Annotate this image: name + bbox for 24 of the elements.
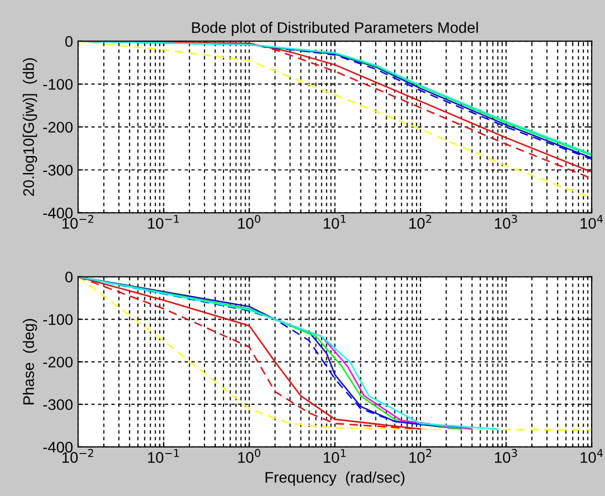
x-tick-label: 10$^{0}$ xyxy=(238,448,260,463)
y-axis-title: Phase (deg) xyxy=(22,319,38,404)
y-tick-label: 0 xyxy=(65,36,73,47)
x-tick-label: 10$^{2}$ xyxy=(409,214,432,229)
y-tick-label: -200 xyxy=(43,356,73,368)
x-tick-label: 10$^{2}$ xyxy=(409,448,432,463)
x-tick-label: 10$^{4}$ xyxy=(580,449,603,463)
y-tick-label: -100 xyxy=(43,314,73,325)
x-tick-label: 10$^{4}$ xyxy=(580,214,603,229)
x-tick-label: 10$^{3}$ xyxy=(495,448,517,463)
y-tick-label: -300 xyxy=(43,164,73,176)
chart-title: Bode plot of Distributed Parameters Model xyxy=(192,22,478,36)
x-tick-label: 10$^{−1}$ xyxy=(148,449,179,463)
x-tick-label: 10$^{1}$ xyxy=(324,449,346,463)
x-tick-label: 10$^{0}$ xyxy=(238,214,260,229)
x-tick-label: 10$^{3}$ xyxy=(495,214,517,229)
y-tick-label: -200 xyxy=(43,122,73,133)
x-axis-title: Frequency (rad/sec) xyxy=(266,472,404,486)
y-tick-label: -300 xyxy=(43,399,73,410)
x-tick-label: 10$^{−1}$ xyxy=(148,214,179,229)
y-tick-label: 0 xyxy=(65,272,73,282)
x-tick-label: 10$^{1}$ xyxy=(324,214,346,229)
y-axis-title: 20.log10[G(jw)] (db) xyxy=(22,58,38,196)
y-tick-label: -100 xyxy=(43,78,73,90)
